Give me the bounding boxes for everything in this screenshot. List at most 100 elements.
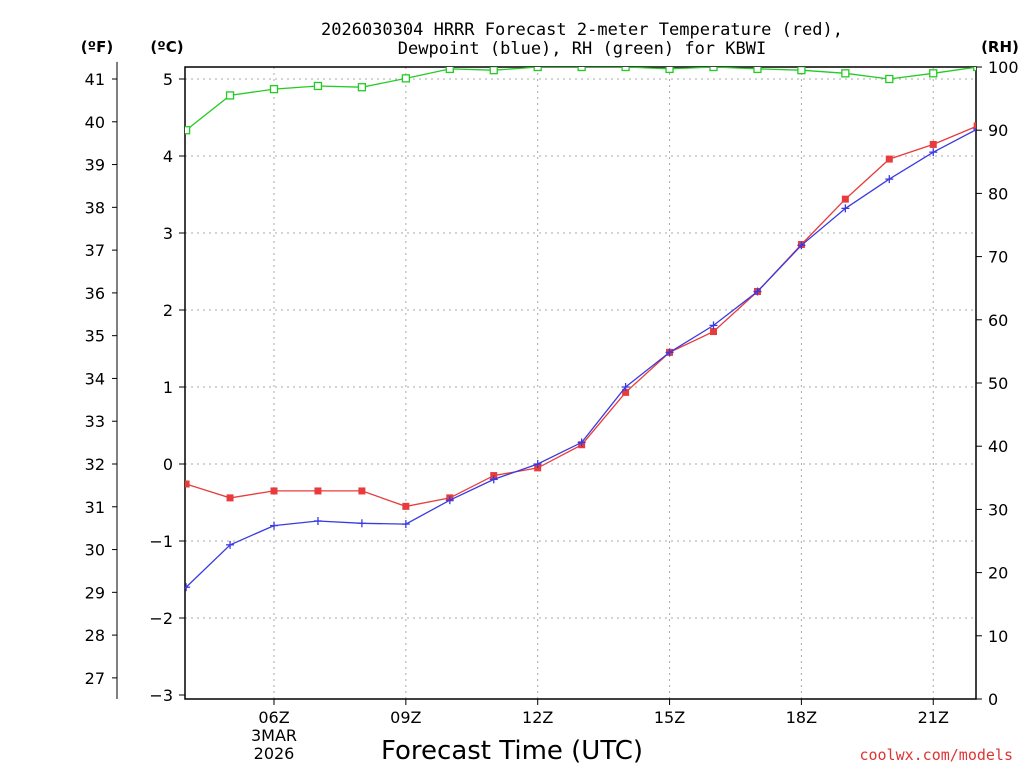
axis-rh-tick-label: 10 (988, 627, 1008, 646)
data-point-rh (225, 91, 235, 100)
axis-rh-tick-label: 90 (988, 121, 1008, 140)
data-point-dewpoint (753, 287, 762, 296)
data-point-rh (185, 126, 191, 135)
data-point-temperature (358, 487, 366, 495)
plot-frame (184, 66, 977, 700)
axis-x-tick-label: 21Z (918, 708, 949, 727)
credit-text: coolwx.com/models (859, 746, 1013, 764)
data-point-temperature (885, 155, 893, 163)
axis-rh-tick-label: 0 (988, 690, 998, 709)
axes: 272829303132333435363738394041−3−2−10123… (85, 58, 1019, 763)
axis-f-tick-label: 40 (85, 113, 105, 132)
data-point-temperature (841, 195, 849, 203)
axis-x-date-label: 3MAR (251, 726, 297, 745)
data-point-temperature (973, 122, 976, 130)
axis-c-tick-label: 5 (163, 70, 173, 89)
axis-c-tick-label: −2 (149, 609, 173, 628)
axis-f-tick-label: 27 (85, 669, 105, 688)
axis-c-tick-label: 2 (163, 301, 173, 320)
data-point-dewpoint (709, 321, 718, 330)
axis-rh-tick-label: 80 (988, 184, 1008, 203)
data-point-dewpoint (489, 475, 498, 484)
axis-f-tick-label: 30 (85, 541, 105, 560)
series-line-rh (185, 67, 976, 132)
series-dewpoint (138, 128, 976, 626)
data-point-rh (139, 139, 146, 146)
data-point-temperature (314, 487, 322, 495)
axis-c-tick-label: 0 (163, 455, 173, 474)
unit-fahrenheit: (ºF) (81, 38, 113, 56)
data-point-dewpoint (577, 438, 586, 447)
data-point-temperature (929, 140, 937, 148)
data-point-dewpoint (841, 204, 850, 213)
axis-f-tick-label: 41 (85, 70, 105, 89)
unit-celsius: (ºC) (150, 38, 183, 56)
data-point-dewpoint (270, 521, 278, 530)
data-point-dewpoint (885, 175, 894, 184)
data-point-rh (533, 67, 542, 72)
data-point-rh (269, 84, 279, 94)
chart-title-line1: 2026030304 HRRR Forecast 2-meter Tempera… (321, 20, 843, 40)
series-line-dewpoint (185, 128, 976, 589)
x-axis-label: Forecast Time (UTC) (381, 736, 643, 766)
axis-x-tick-label: 06Z (258, 708, 289, 727)
data-point-temperature (402, 502, 410, 510)
series-temperature (185, 122, 976, 510)
data-point-dewpoint (929, 148, 938, 157)
axis-f-tick-label: 39 (85, 156, 105, 175)
data-point-rh (973, 67, 976, 72)
data-point-temperature (622, 388, 630, 396)
axis-x-tick-label: 09Z (390, 708, 421, 727)
data-point-temperature (710, 328, 717, 336)
axis-rh-tick-label: 30 (988, 500, 1008, 519)
data-point-dewpoint (665, 348, 674, 357)
axis-x-tick-label: 12Z (522, 708, 553, 727)
data-point-dewpoint (313, 516, 322, 525)
data-point-temperature (185, 480, 190, 488)
axis-rh-tick-label: 100 (988, 58, 1019, 77)
axis-f-tick-label: 31 (85, 498, 105, 517)
axis-c-tick-label: −3 (149, 686, 173, 705)
data-point-dewpoint (533, 460, 542, 468)
data-point-temperature (270, 487, 278, 495)
axis-rh-tick-label: 40 (988, 437, 1008, 456)
series-layer (138, 67, 976, 626)
axis-f-tick-label: 34 (85, 369, 105, 388)
data-point-dewpoint (621, 383, 630, 391)
data-point-rh (885, 74, 894, 84)
axis-f-tick-label: 29 (85, 583, 105, 602)
data-point-rh (665, 67, 674, 74)
data-point-dewpoint (138, 618, 146, 626)
chart-title-line2: Dewpoint (blue), RH (green) for KBWI (398, 39, 766, 59)
data-point-rh (445, 67, 454, 74)
data-point-rh (709, 67, 718, 72)
grid (185, 67, 976, 699)
data-point-rh (489, 67, 498, 75)
axis-f-tick-label: 38 (85, 198, 105, 217)
data-point-rh (577, 67, 586, 72)
unit-rh: (RH) (981, 38, 1019, 56)
data-point-dewpoint (797, 241, 806, 250)
data-point-temperature (226, 494, 234, 502)
axis-c-tick-label: 4 (163, 147, 173, 166)
data-point-rh (357, 83, 367, 92)
data-point-dewpoint (401, 520, 410, 529)
data-point-rh (797, 67, 806, 75)
axis-x-tick-label: 18Z (786, 708, 817, 727)
axis-f-tick-label: 33 (85, 412, 105, 431)
axis-rh-tick-label: 50 (988, 374, 1008, 393)
data-point-dewpoint (973, 128, 976, 130)
data-point-rh (621, 67, 630, 72)
data-point-dewpoint (185, 583, 191, 592)
data-point-dewpoint (357, 519, 366, 528)
data-point-rh (313, 81, 323, 91)
data-point-rh (401, 74, 411, 83)
axis-rh-tick-label: 60 (988, 311, 1008, 330)
data-point-rh (929, 69, 938, 78)
axis-f-tick-label: 28 (85, 626, 105, 645)
data-point-dewpoint (445, 496, 454, 505)
data-point-rh (753, 67, 762, 74)
axis-f-tick-label: 37 (85, 241, 105, 260)
data-point-rh (841, 69, 850, 78)
